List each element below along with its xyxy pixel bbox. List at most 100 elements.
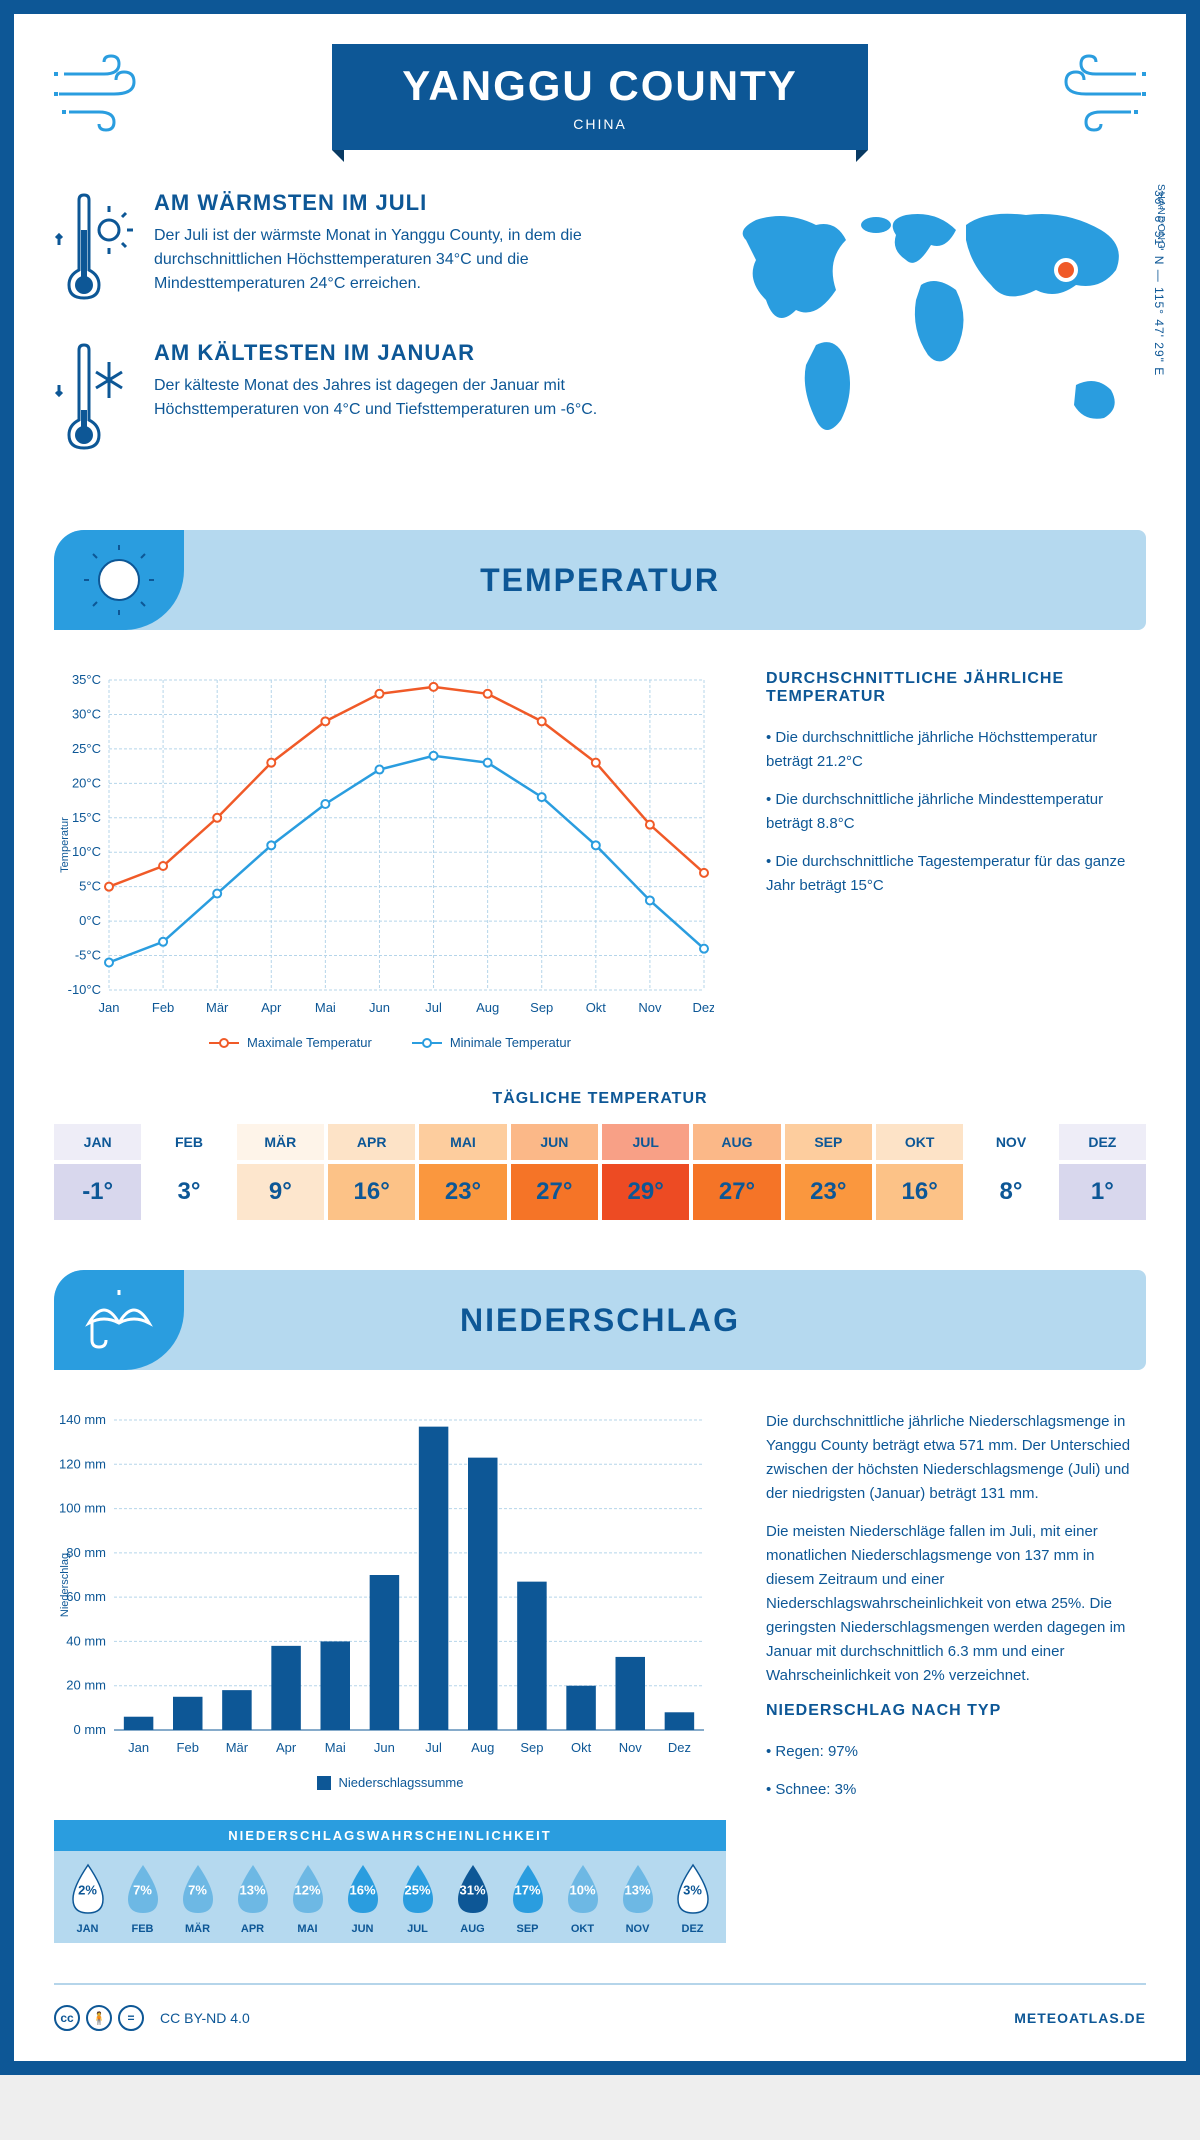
svg-text:140 mm: 140 mm [59,1412,106,1427]
svg-text:Jan: Jan [99,1000,120,1015]
site-credit: METEOATLAS.DE [1014,2010,1146,2026]
svg-text:Mär: Mär [226,1740,249,1755]
svg-text:Nov: Nov [619,1740,643,1755]
by-icon: 🧍 [86,2005,112,2031]
wind-icon-left [54,54,154,134]
legend-precip-sum: Niederschlagssumme [339,1775,464,1790]
coldest-text: Der kälteste Monat des Jahres ist dagege… [154,374,666,422]
svg-text:Niederschlag: Niederschlag [59,1553,71,1617]
warmest-block: AM WÄRMSTEN IM JULI Der Juli ist der wär… [54,190,666,310]
thermometer-cold-icon [54,340,134,460]
svg-text:10°C: 10°C [72,844,101,859]
region-label: SHANDONG [1155,184,1166,250]
temp-bullet-1: • Die durchschnittliche jährliche Höchst… [766,726,1146,774]
svg-text:-5°C: -5°C [75,948,101,963]
svg-text:Mär: Mär [206,1000,229,1015]
svg-text:Mai: Mai [315,1000,336,1015]
precip-prob-cell: 7% FEB [117,1863,168,1935]
svg-text:0 mm: 0 mm [74,1722,107,1737]
temperature-section-banner: TEMPERATUR [54,530,1146,630]
svg-text:Jul: Jul [425,1000,442,1015]
coldest-block: AM KÄLTESTEN IM JANUAR Der kälteste Mona… [54,340,666,460]
precip-prob-cell: 10% OKT [557,1863,608,1935]
intro-section: AM WÄRMSTEN IM JULI Der Juli ist der wär… [54,190,1146,490]
svg-text:Jun: Jun [369,1000,390,1015]
warmest-heading: AM WÄRMSTEN IM JULI [154,190,666,216]
svg-text:5°C: 5°C [79,879,101,894]
svg-text:Apr: Apr [261,1000,282,1015]
svg-text:Jul: Jul [425,1740,442,1755]
nd-icon: = [118,2005,144,2031]
precip-type-rain: • Regen: 97% [766,1740,1146,1764]
svg-text:80 mm: 80 mm [66,1545,106,1560]
svg-text:Okt: Okt [586,1000,607,1015]
world-map-svg [706,190,1146,470]
temp-chart-legend: .leg-line[style*="f05a28"]::after{border… [54,1035,726,1050]
precipitation-section-title: NIEDERSCHLAG [460,1302,740,1339]
cc-icon: cc [54,2005,80,2031]
svg-text:25°C: 25°C [72,741,101,756]
title-banner: YANGGU COUNTY CHINA [332,44,868,150]
precip-prob-cell: 3% DEZ [667,1863,718,1935]
coldest-heading: AM KÄLTESTEN IM JANUAR [154,340,666,366]
location-marker [1056,260,1076,280]
thermometer-hot-icon [54,190,134,310]
svg-text:35°C: 35°C [72,672,101,687]
temperature-summary: DURCHSCHNITTLICHE JÄHRLICHE TEMPERATUR •… [766,670,1146,1050]
svg-text:Temperatur: Temperatur [59,817,71,873]
svg-text:Dez: Dez [692,1000,714,1015]
svg-text:60 mm: 60 mm [66,1589,106,1604]
svg-text:20 mm: 20 mm [66,1678,106,1693]
svg-text:Aug: Aug [471,1740,494,1755]
page-subtitle: CHINA [402,116,798,132]
svg-text:Okt: Okt [571,1740,592,1755]
svg-text:40 mm: 40 mm [66,1633,106,1648]
sun-icon [84,545,154,615]
precip-prob-cell: 13% APR [227,1863,278,1935]
temperature-section-title: TEMPERATUR [480,562,720,599]
precip-prob-cell: 25% JUL [392,1863,443,1935]
svg-text:0°C: 0°C [79,913,101,928]
precip-summary-p1: Die durchschnittliche jährliche Niedersc… [766,1410,1146,1506]
legend-min-temp: Minimale Temperatur [450,1035,571,1050]
precipitation-chart-row: 0 mm 20 mm 40 mm 60 mm 80 mm 100 mm 120 mm 140 … [54,1410,1146,1943]
svg-text:100 mm: 100 mm [59,1501,106,1516]
svg-text:Jan: Jan [128,1740,149,1755]
svg-text:15°C: 15°C [72,810,101,825]
svg-text:Nov: Nov [638,1000,662,1015]
svg-text:30°C: 30°C [72,706,101,721]
svg-text:Apr: Apr [276,1740,297,1755]
precip-prob-cell: 2% JAN [62,1863,113,1935]
warmest-text: Der Juli ist der wärmste Monat in Yanggu… [154,224,666,296]
precip-type-snow: • Schnee: 3% [766,1778,1146,1802]
precipitation-summary: Die durchschnittliche jährliche Niedersc… [766,1410,1146,1943]
license-text: CC BY-ND 4.0 [160,2010,250,2026]
precip-prob-cell: 17% SEP [502,1863,553,1935]
legend-max-temp: Maximale Temperatur [247,1035,372,1050]
world-map: 36° 6' 51" N — 115° 47' 29" E SHANDONG [706,190,1146,490]
temp-bullet-2: • Die durchschnittliche jährliche Mindes… [766,788,1146,836]
svg-text:-10°C: -10°C [68,982,101,997]
svg-text:Feb: Feb [152,1000,174,1015]
svg-text:Mai: Mai [325,1740,346,1755]
wind-icon-right [1046,54,1146,134]
infographic-page: YANGGU COUNTY CHINA AM W [0,0,1200,2075]
svg-text:Aug: Aug [476,1000,499,1015]
precipitation-section-banner: NIEDERSCHLAG [54,1270,1146,1370]
svg-text:Sep: Sep [520,1740,543,1755]
temperature-line-chart: -10°C -5°C 0°C 5°C 10°C 15°C 20°C 25°C 30°C 35°C J… [54,670,714,1020]
page-title: YANGGU COUNTY [402,62,798,110]
svg-text:20°C: 20°C [72,775,101,790]
temperature-chart-row: -10°C -5°C 0°C 5°C 10°C 15°C 20°C 25°C 30°C 35°C J… [54,670,1146,1050]
daily-temp-heading: TÄGLICHE TEMPERATUR [54,1090,1146,1108]
header: YANGGU COUNTY CHINA [54,44,1146,150]
precip-chart-legend: Niederschlagssumme [54,1775,726,1790]
umbrella-icon [84,1285,154,1355]
svg-text:Dez: Dez [668,1740,691,1755]
precip-type-heading: NIEDERSCHLAG NACH TYP [766,1702,1146,1720]
temp-summary-heading: DURCHSCHNITTLICHE JÄHRLICHE TEMPERATUR [766,670,1146,706]
svg-text:Jun: Jun [374,1740,395,1755]
precip-prob-heading: NIEDERSCHLAGSWAHRSCHEINLICHKEIT [54,1820,726,1851]
svg-text:120 mm: 120 mm [59,1456,106,1471]
license-block: cc 🧍 = CC BY-ND 4.0 [54,2005,250,2031]
